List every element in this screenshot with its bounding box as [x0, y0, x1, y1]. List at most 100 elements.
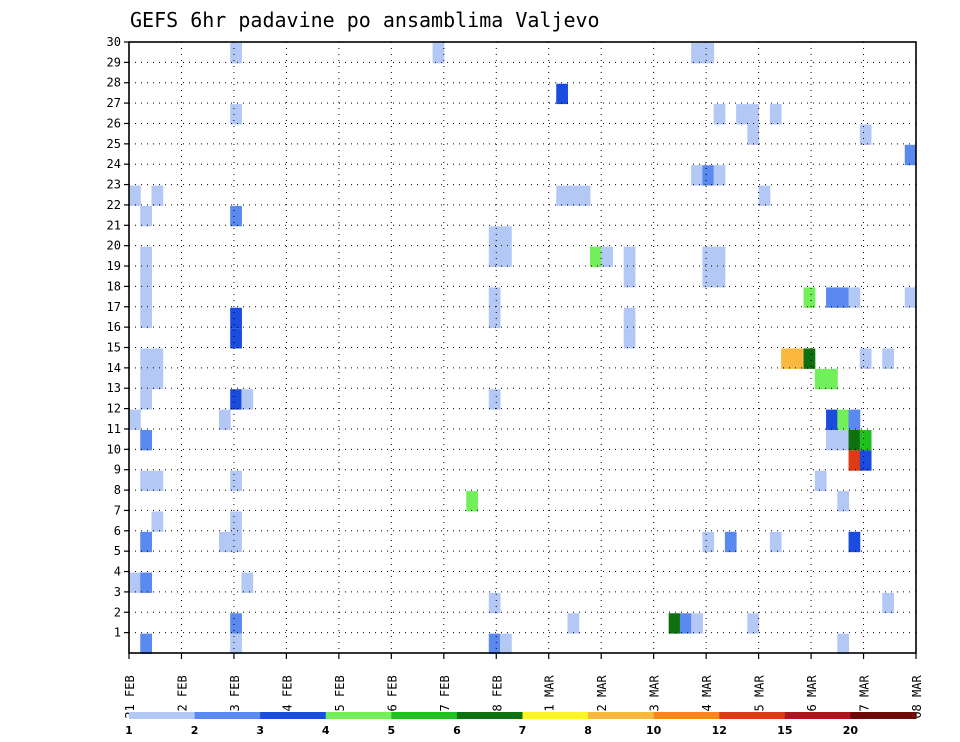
heatmap-cell [230, 328, 242, 349]
colorbar-segment [260, 712, 327, 719]
heatmap-cell [488, 307, 501, 329]
heatmap-cell [848, 429, 861, 451]
x-tick-label: 07 MAR [858, 675, 872, 719]
heatmap-cell [589, 246, 602, 268]
y-tick-label: 14 [107, 361, 121, 375]
heatmap-cell [623, 246, 636, 268]
heatmap-cell [882, 348, 895, 369]
heatmap-cell [140, 307, 152, 329]
heatmap-cell [826, 368, 838, 390]
heatmap-cell [702, 246, 715, 268]
colorbar-label: 6 [453, 724, 461, 737]
heatmap-cell [129, 572, 141, 593]
heatmap-cell [151, 368, 164, 390]
y-tick-label: 16 [107, 320, 121, 334]
heatmap-cell [218, 409, 231, 430]
heatmap-cell [702, 531, 715, 553]
colorbar-segment [456, 712, 523, 719]
heatmap-cell [129, 185, 141, 206]
heatmap-cell [859, 429, 872, 451]
colorbar-segment [850, 712, 917, 719]
chart-title: GEFS 6hr padavine po ansamblima Valjevo [130, 8, 600, 32]
heatmap-cell [230, 389, 242, 410]
heatmap-cell [713, 165, 726, 186]
colorbar-label: 5 [388, 724, 396, 737]
heatmap-cell [803, 287, 816, 308]
heatmap-cell [736, 104, 748, 125]
heatmap-cell [769, 104, 782, 125]
heatmap-cell [466, 491, 479, 512]
colorbar-segment [391, 712, 458, 719]
heatmap-cell [140, 572, 152, 593]
heatmap-cell [500, 633, 512, 654]
heatmap-cell [814, 368, 827, 390]
heatmap-cell [826, 287, 838, 308]
y-tick-label: 8 [114, 483, 121, 497]
heatmap-cell [567, 613, 580, 634]
y-tick-label: 7 [114, 503, 121, 517]
x-tick-label: 01 MAR [543, 675, 557, 719]
heatmap-cell [140, 531, 152, 553]
colorbar-label: 2 [191, 724, 199, 737]
y-tick-label: 26 [107, 116, 121, 130]
colorbar-segment [784, 712, 851, 719]
heatmap-cell [882, 592, 895, 614]
heatmap-cell [792, 348, 805, 369]
heatmap-cell [230, 205, 242, 227]
heatmap-cell [151, 348, 164, 369]
heatmap-cell [230, 633, 242, 654]
heatmap-cell [691, 613, 703, 634]
heatmap-cell [679, 613, 692, 634]
x-tick-label: 26 FEB [385, 675, 399, 718]
heatmap-cell [747, 104, 760, 125]
heatmap-cell [601, 246, 613, 268]
heatmap-cell [230, 613, 242, 634]
x-tick-label: 28 FEB [490, 675, 504, 718]
y-tick-label: 15 [107, 341, 121, 355]
heatmap-cell [859, 124, 872, 145]
y-tick-label: 13 [107, 381, 121, 395]
heatmap-cell [218, 531, 231, 553]
y-tick-label: 6 [114, 524, 121, 538]
heatmap-cell [230, 43, 242, 64]
y-tick-label: 17 [107, 300, 121, 314]
colorbar-label: 15 [777, 724, 792, 737]
heatmap-cell [837, 633, 850, 654]
heatmap-cell [230, 511, 242, 532]
x-tick-label: 25 FEB [333, 675, 347, 718]
colorbar-label: 8 [584, 724, 592, 737]
heatmap-cell [556, 185, 568, 206]
y-tick-label: 18 [107, 279, 121, 293]
heatmap-cell [488, 633, 501, 654]
y-tick-label: 20 [107, 239, 121, 253]
y-tick-label: 24 [107, 157, 121, 171]
heatmap-cell [230, 470, 242, 492]
heatmap-cell [140, 267, 152, 288]
heatmap-cell [488, 592, 501, 614]
y-tick-label: 25 [107, 137, 121, 151]
colorbar-label: 1 [125, 724, 133, 737]
heatmap-cell [702, 165, 715, 186]
heatmap-cell [769, 531, 782, 553]
heatmap-cell [241, 572, 254, 593]
heatmap-cell [837, 287, 850, 308]
heatmap-cell [747, 613, 760, 634]
heatmap-cell [151, 511, 164, 532]
y-tick-label: 2 [114, 605, 121, 619]
heatmap-cell [747, 124, 760, 145]
heatmap-cell [848, 531, 861, 553]
heatmap-cell [713, 267, 726, 288]
heatmap-cell [500, 246, 512, 268]
colorbar-label: 4 [322, 724, 330, 737]
heatmap-cell [140, 348, 152, 369]
x-tick-label: 21 FEB [123, 675, 137, 718]
colorbar-segment [588, 712, 655, 719]
heatmap-cell [488, 226, 501, 247]
heatmap-cell [140, 389, 152, 410]
y-tick-label: 23 [107, 178, 121, 192]
y-tick-label: 10 [107, 442, 121, 456]
colorbar-segment [129, 712, 196, 719]
y-tick-label: 11 [107, 422, 121, 436]
heatmap-cell [904, 144, 917, 166]
